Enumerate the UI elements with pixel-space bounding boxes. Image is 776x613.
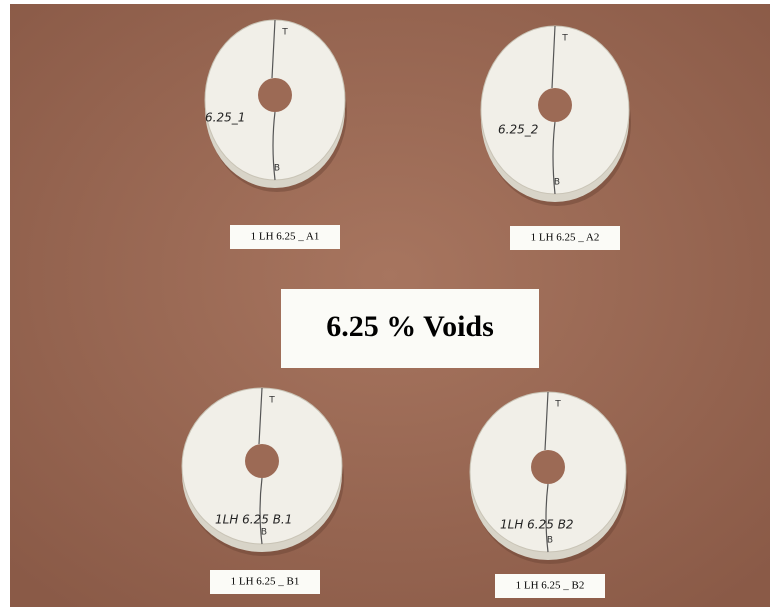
sample-label: 1 LH 6.25 _ A2: [531, 232, 600, 244]
bottom-marking: B: [261, 528, 267, 538]
title: 6.25 % Voids: [326, 310, 494, 343]
sample-label: 1 LH 6.25 _ B1: [231, 576, 300, 588]
photo: T B 6.25_1 1 LH 6.25 _ A1 T B 6.25_2 1 LH 6.25 …: [0, 0, 776, 613]
handwritten-id: 1LH 6.25 B2: [500, 518, 574, 532]
top-marking: T: [554, 400, 561, 410]
handwritten-id: 6.25_2: [498, 123, 538, 137]
sample-label: 1 LH 6.25 _ A1: [251, 231, 320, 243]
handwritten-id: 6.25_1: [205, 111, 245, 125]
top-marking: T: [561, 34, 568, 44]
sample-label: 1 LH 6.25 _ B2: [516, 580, 585, 592]
handwritten-id: 1LH 6.25 B.1: [215, 513, 292, 527]
bottom-marking: B: [554, 178, 560, 188]
disk-hole: [258, 78, 292, 112]
bottom-marking: B: [547, 536, 553, 546]
disk-hole: [245, 444, 279, 478]
disk-hole: [538, 88, 572, 122]
bottom-marking: B: [274, 164, 280, 174]
top-marking: T: [281, 28, 288, 38]
top-marking: T: [268, 396, 275, 406]
disk-hole: [531, 450, 565, 484]
